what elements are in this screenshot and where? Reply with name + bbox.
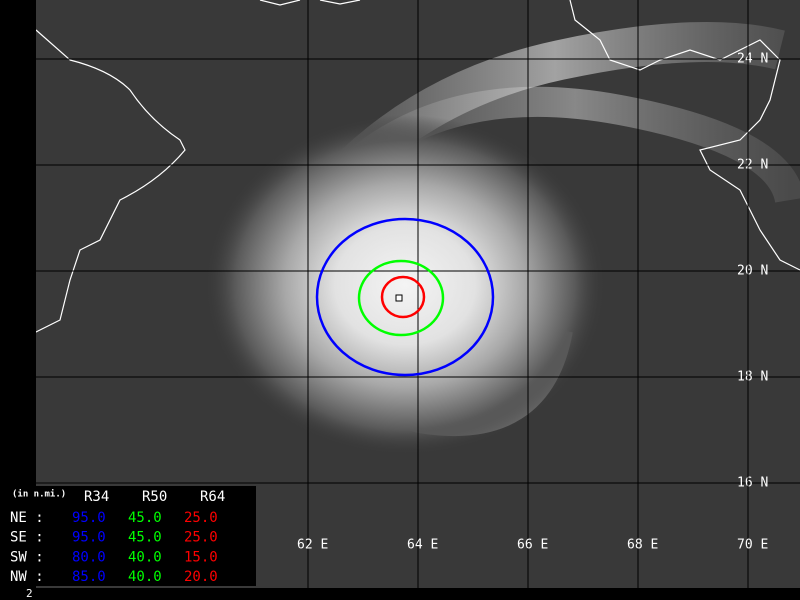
quadrant-label: SE : — [10, 530, 44, 546]
latitude-label: 24 N — [737, 52, 768, 67]
r34-radius — [315, 217, 495, 377]
radius-value: 20.0 — [184, 569, 218, 585]
latitude-label: 20 N — [737, 264, 768, 279]
column-header: R34 — [84, 489, 109, 505]
quadrant-label: NE : — [10, 510, 44, 526]
radius-value: 95.0 — [72, 530, 106, 546]
radius-value: 15.0 — [184, 549, 218, 565]
longitude-label: 64 E — [407, 538, 438, 553]
latitude-label: 22 N — [737, 158, 768, 173]
radius-value: 25.0 — [184, 530, 218, 546]
r64-radius — [380, 275, 426, 319]
radius-value: 40.0 — [128, 569, 162, 585]
radius-value: 95.0 — [72, 510, 106, 526]
storm-cloud — [205, 115, 605, 455]
longitude-label: 66 E — [517, 538, 548, 553]
lat-lon-grid: 24 N 22 N 20 N 18 N 16 N 62 E 64 E 66 E 68 E 70 E — [36, 0, 800, 588]
longitude-label: 68 E — [627, 538, 658, 553]
radius-value: 85.0 — [72, 569, 106, 585]
legend-box — [0, 486, 256, 586]
radius-value: 40.0 — [128, 549, 162, 565]
units-label: (in n.mi.) — [12, 489, 66, 500]
radius-value: 45.0 — [128, 530, 162, 546]
radius-value: 25.0 — [184, 510, 218, 526]
longitude-label: 62 E — [297, 538, 328, 553]
r50-radius — [357, 259, 445, 337]
latitude-label: 16 N — [737, 476, 768, 491]
wind-radii-legend: (in n.mi.) R34 R50 R64 NE : 95.0 45.0 25.0 SE : 9… — [10, 489, 225, 586]
column-header: R50 — [142, 489, 167, 505]
quadrant-label: SW : — [10, 549, 44, 565]
frame-label: 2 — [26, 587, 33, 600]
longitude-label: 70 E — [737, 538, 768, 553]
latitude-label: 18 N — [737, 370, 768, 385]
coastline — [0, 29, 186, 371]
quadrant-label: NW : — [10, 569, 44, 585]
radius-value: 45.0 — [128, 510, 162, 526]
column-header: R64 — [200, 489, 225, 505]
radius-value: 80.0 — [72, 549, 106, 565]
coastline — [259, 0, 361, 6]
coastline — [569, 0, 800, 271]
storm-center — [395, 294, 403, 302]
